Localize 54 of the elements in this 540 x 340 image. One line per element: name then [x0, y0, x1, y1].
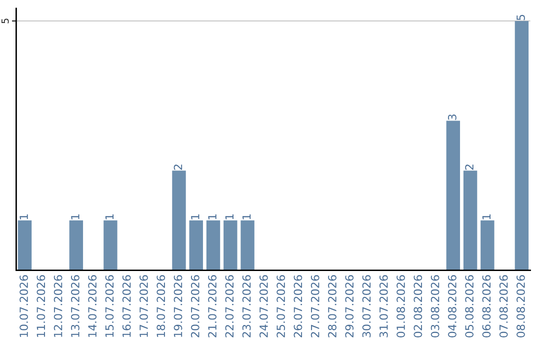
- x-tick-label: 27.07.2026: [310, 275, 320, 338]
- x-tick-label: 08.08.2026: [516, 275, 525, 338]
- x-tick-label: 06.08.2026: [482, 275, 491, 338]
- x-tick-label: 14.07.2026: [88, 275, 97, 337]
- bar: [514, 20, 529, 270]
- bar: [224, 220, 238, 270]
- x-tick-label: 18.07.2026: [156, 275, 166, 337]
- x-tick-label: 24.07.2026: [259, 275, 268, 338]
- bar: [69, 220, 84, 270]
- x-tick-label: 21.07.2026: [208, 275, 216, 338]
- data-label: 1: [208, 214, 216, 220]
- bar: [480, 220, 494, 270]
- bar: [463, 170, 478, 270]
- data-label: 1: [482, 214, 491, 220]
- bar: [18, 220, 32, 270]
- x-tick-label: 13.07.2026: [70, 275, 80, 337]
- data-label: 1: [20, 214, 28, 220]
- x-tick-label: 17.07.2026: [140, 275, 148, 337]
- x-tick-label: 23.07.2026: [242, 275, 251, 338]
- x-tick-label: 20.07.2026: [190, 275, 200, 338]
- bar: [172, 170, 186, 270]
- x-tick-label: 26.07.2026: [294, 275, 302, 338]
- x-tick-label: 01.08.2026: [396, 275, 405, 338]
- data-label: 2: [465, 164, 474, 170]
- bar: [189, 220, 203, 270]
- x-tick-label: 15.07.2026: [105, 275, 114, 337]
- x-tick-label: 07.08.2026: [499, 275, 508, 338]
- x-tick-label: 04.08.2026: [448, 275, 456, 338]
- bar: [240, 220, 254, 270]
- data-label: 2: [174, 164, 182, 170]
- x-tick-label: 31.07.2026: [379, 275, 388, 338]
- x-tick-label: 30.07.2026: [362, 275, 371, 338]
- x-tick-label: 29.07.2026: [345, 275, 354, 338]
- bar: [104, 220, 118, 270]
- data-label: 1: [105, 214, 114, 220]
- data-label: 1: [71, 214, 80, 220]
- bar: [206, 220, 220, 270]
- x-tick-label: 11.07.2026: [36, 275, 46, 337]
- data-label: 1: [191, 214, 200, 220]
- x-tick-label: 16.07.2026: [122, 275, 131, 337]
- x-tick-label: 19.07.2026: [174, 275, 182, 337]
- data-label: 1: [242, 214, 251, 220]
- data-label: 5: [516, 14, 525, 20]
- x-tick-label: 03.08.2026: [430, 275, 440, 338]
- x-tick-label: 10.07.2026: [20, 275, 28, 337]
- x-tick-label: 02.08.2026: [414, 275, 422, 338]
- x-tick-label: 12.07.2026: [54, 275, 62, 337]
- x-tick-label: 28.07.2026: [328, 275, 336, 338]
- data-label: 3: [448, 114, 456, 120]
- x-tick-label: 25.07.2026: [276, 275, 286, 338]
- x-tick-label: 22.07.2026: [225, 275, 234, 338]
- x-tick-label: 05.08.2026: [465, 275, 474, 338]
- bar: [446, 120, 460, 270]
- data-label: 1: [225, 214, 234, 220]
